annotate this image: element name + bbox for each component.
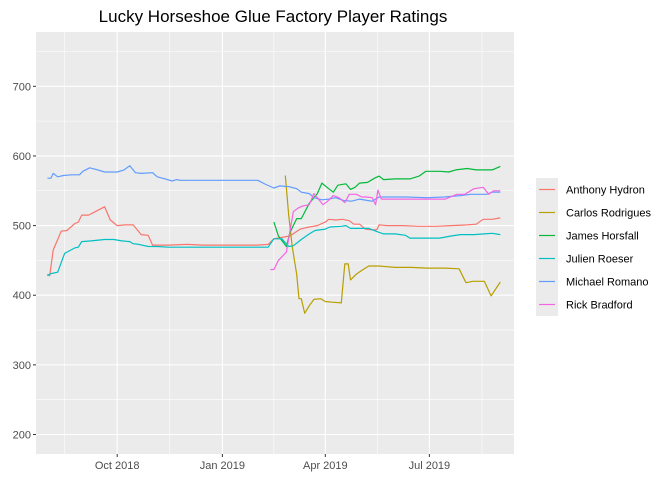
series-line: [47, 225, 501, 277]
x-tick-label: Oct 2018: [95, 460, 140, 472]
series-lines: [47, 165, 501, 314]
legend-label: Julien Roeser: [566, 254, 634, 266]
legend-label: Michael Romano: [566, 277, 649, 289]
series-line: [270, 186, 501, 271]
axes: 200 300 400 500 600 700 Oct 2018 Jan 2019 Apr 20…: [13, 81, 451, 472]
y-tick-label: 400: [13, 290, 31, 302]
chart-title: Lucky Horseshoe Glue Factory Player Rati…: [99, 7, 448, 26]
y-tick-label: 300: [13, 360, 31, 372]
plot-panel: [36, 32, 514, 454]
y-tick-label: 500: [13, 221, 31, 233]
legend: Anthony Hydron Carlos Rodrigues James Hors…: [536, 178, 651, 316]
y-tick-label: 200: [13, 430, 31, 442]
series-line: [284, 175, 501, 314]
x-tick-label: Jul 2019: [409, 460, 451, 472]
legend-label: Anthony Hydron: [566, 185, 645, 197]
legend-label: Rick Bradford: [566, 300, 633, 312]
legend-label: Carlos Rodrigues: [566, 208, 651, 220]
legend-label: James Horsfall: [566, 231, 639, 243]
minor-gridlines: [36, 32, 514, 454]
x-tick-label: Apr 2019: [303, 460, 348, 472]
series-line: [273, 165, 501, 248]
y-tick-label: 700: [13, 81, 31, 93]
major-gridlines: [36, 32, 514, 454]
x-tick-label: Jan 2019: [200, 460, 245, 472]
y-tick-label: 600: [13, 151, 31, 163]
series-line: [47, 165, 501, 202]
